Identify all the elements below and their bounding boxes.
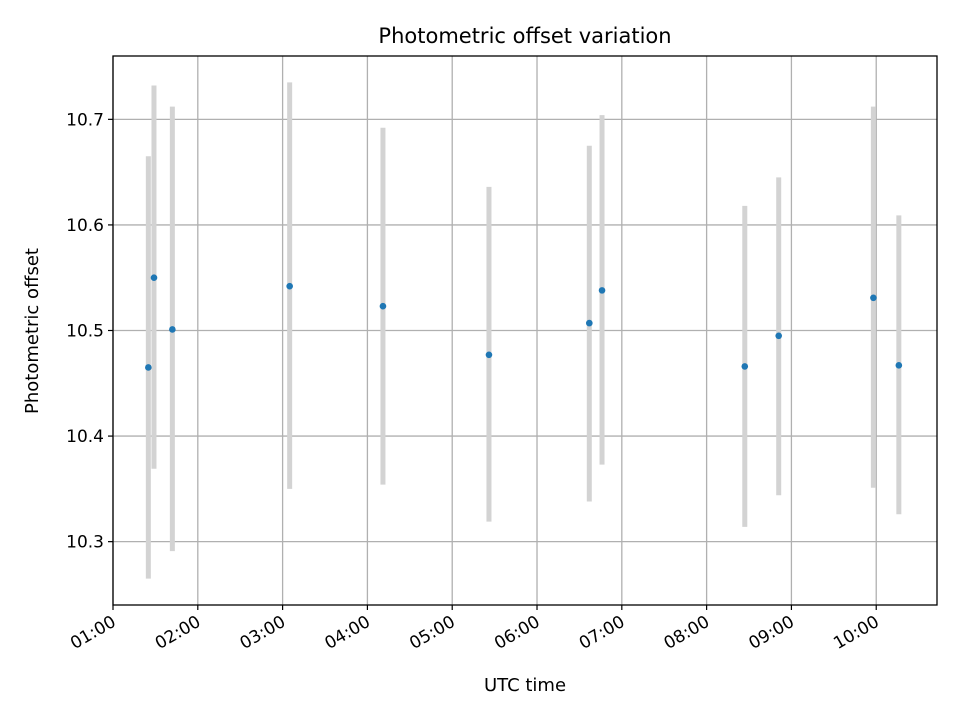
data-point [169, 326, 176, 333]
x-tick-label: 09:00 [745, 612, 797, 654]
y-axis-ticks: 10.3 10.4 10.5 10.6 10.7 [66, 110, 113, 553]
data-point [379, 302, 387, 310]
y-tick-label: 10.6 [66, 216, 104, 236]
data-point [870, 294, 877, 302]
data-points [145, 274, 903, 371]
x-tick-label: 05:00 [406, 612, 458, 654]
y-axis-label: Photometric offset [22, 248, 43, 414]
x-tick-label: 06:00 [491, 612, 543, 654]
x-tick-label: 10:00 [830, 612, 882, 654]
x-tick-label: 04:00 [321, 612, 373, 654]
data-point [895, 362, 903, 369]
data-point [586, 319, 593, 327]
x-tick-label: 01:00 [67, 612, 119, 654]
x-tick-label: 08:00 [661, 612, 713, 654]
x-axis-label: UTC time [484, 675, 566, 696]
y-tick-label: 10.4 [66, 427, 104, 447]
data-point [150, 274, 158, 282]
x-tick-label: 07:00 [576, 612, 628, 654]
chart-title: Photometric offset variation [378, 24, 671, 48]
y-tick-label: 10.5 [66, 322, 104, 342]
grid [112, 56, 937, 605]
data-point [286, 282, 293, 290]
x-tick-label: 03:00 [237, 612, 289, 654]
y-tick-label: 10.3 [66, 533, 104, 553]
x-tick-label: 02:00 [152, 612, 204, 654]
x-axis-ticks: 01:00 02:00 03:00 04:00 05:00 06:00 07:00 08:00… [67, 605, 883, 654]
y-tick-label: 10.7 [66, 110, 104, 130]
data-point [485, 351, 493, 359]
data-point [775, 332, 783, 340]
data-point [145, 364, 152, 371]
data-point [598, 287, 606, 294]
data-point [741, 363, 749, 370]
